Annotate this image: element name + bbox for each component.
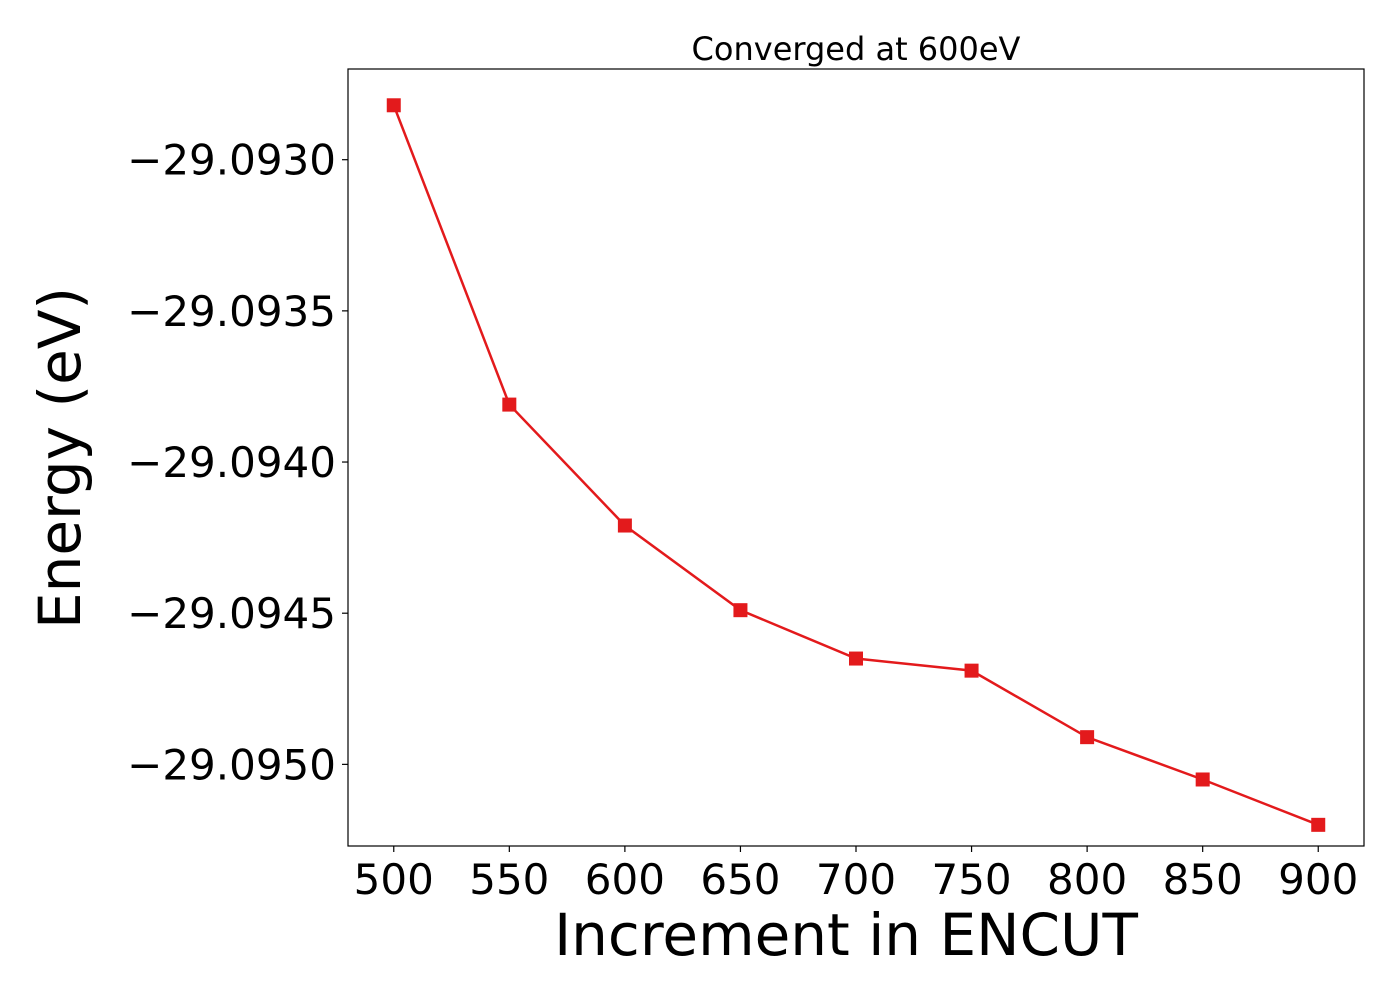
y-tick-label: −29.0935 <box>127 287 336 336</box>
x-axis-label: Increment in ENCUT <box>554 901 1138 969</box>
y-tick-label: −29.0950 <box>127 740 336 789</box>
x-tick-label: 750 <box>931 855 1011 904</box>
y-axis-label: Energy (eV) <box>26 287 94 629</box>
data-point-marker <box>502 397 517 412</box>
x-tick-label: 850 <box>1163 855 1243 904</box>
data-point-marker <box>733 603 748 618</box>
x-axis: 500 550 600 650 700 750 800 850 900 <box>354 846 1358 904</box>
data-point-marker <box>964 663 979 678</box>
data-point-marker <box>386 98 401 113</box>
series-line <box>392 104 1319 827</box>
y-tick-label: −29.0945 <box>127 589 336 638</box>
chart-title: Converged at 600eV <box>692 30 1021 68</box>
x-tick-label: 900 <box>1278 855 1358 904</box>
x-tick-label: 550 <box>469 855 549 904</box>
data-point-marker <box>849 651 863 666</box>
data-point-marker <box>1195 772 1210 787</box>
data-point-marker <box>1311 817 1326 832</box>
x-tick-label: 650 <box>700 855 780 904</box>
data-point-marker <box>617 518 632 533</box>
x-tick-label: 600 <box>585 855 665 904</box>
y-tick-label: −29.0930 <box>127 136 336 185</box>
y-axis: −29.0930 −29.0935 −29.0940 −29.0945 −29.0950 <box>127 136 348 789</box>
series-layer <box>386 98 1326 832</box>
data-point-marker <box>1080 730 1095 745</box>
x-tick-label: 500 <box>354 855 434 904</box>
y-tick-label: −29.0940 <box>127 438 336 487</box>
plot-area-frame <box>347 68 1365 847</box>
x-tick-label: 800 <box>1047 855 1127 904</box>
x-tick-label: 700 <box>816 855 896 904</box>
